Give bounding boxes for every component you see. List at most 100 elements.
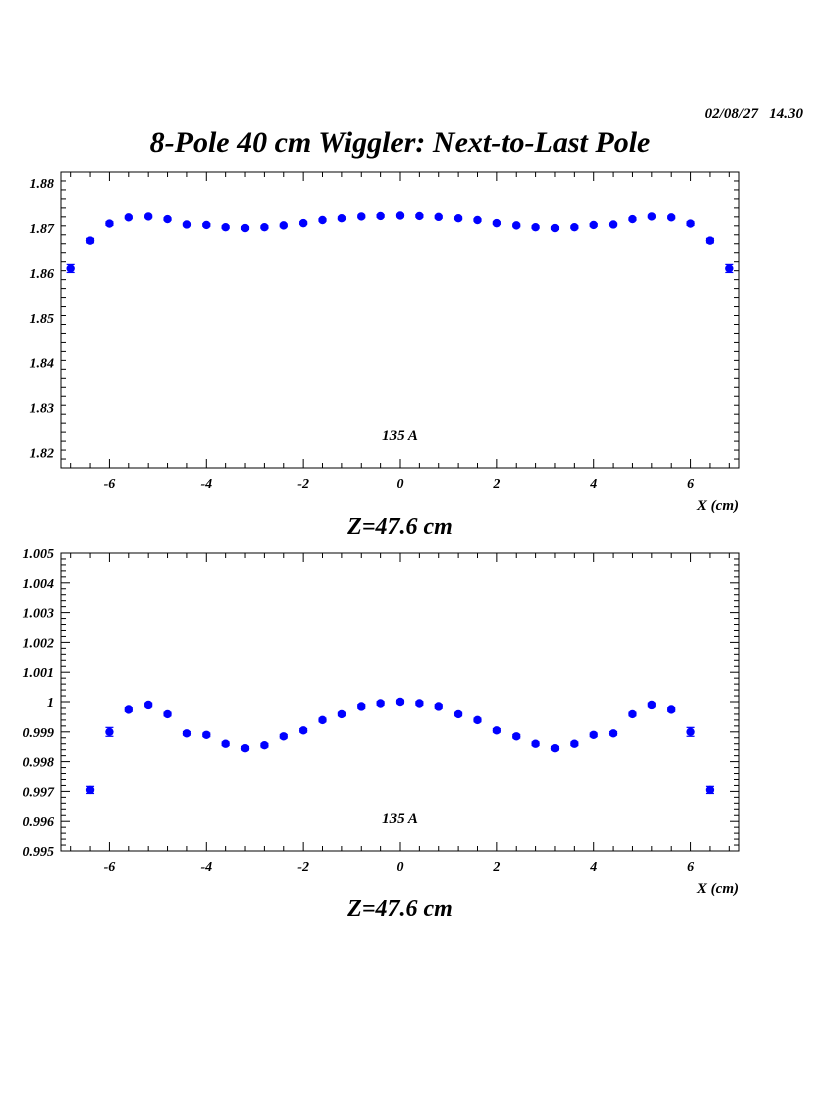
data-point bbox=[182, 729, 192, 738]
data-point bbox=[143, 212, 153, 221]
y-tick-label: 0.999 bbox=[23, 726, 55, 741]
data-point bbox=[667, 213, 676, 222]
y-tick-label: 1.83 bbox=[30, 401, 55, 416]
x-tick-label: -4 bbox=[200, 477, 212, 492]
data-marker bbox=[124, 213, 133, 222]
data-point bbox=[105, 219, 114, 228]
current-annotation: 135 A bbox=[382, 811, 418, 827]
data-marker bbox=[202, 220, 211, 230]
data-point bbox=[182, 220, 192, 229]
data-marker bbox=[725, 264, 734, 273]
data-point bbox=[570, 739, 579, 748]
data-marker bbox=[492, 218, 502, 228]
data-point bbox=[647, 700, 657, 710]
y-tick-label: 1.001 bbox=[23, 666, 55, 681]
data-point bbox=[395, 211, 405, 220]
data-point bbox=[725, 263, 734, 274]
data-point bbox=[492, 218, 502, 228]
data-marker bbox=[182, 729, 192, 738]
x-tick-label: 6 bbox=[687, 860, 694, 875]
top-scatter-plot: -6 -4 -2 0 2 4 6 1.82 1.83 1.84 1.85 1.86 1.87 1.88 X … bbox=[30, 171, 740, 514]
data-point bbox=[66, 263, 75, 274]
data-marker bbox=[647, 212, 657, 221]
data-point bbox=[473, 715, 482, 725]
x-tick-label: -6 bbox=[104, 860, 116, 875]
data-marker bbox=[570, 739, 579, 748]
x-tick-label: -4 bbox=[200, 860, 212, 875]
data-marker bbox=[357, 702, 366, 711]
data-point bbox=[589, 730, 598, 739]
data-point bbox=[337, 213, 347, 223]
data-marker bbox=[628, 709, 637, 719]
data-point bbox=[550, 223, 560, 233]
data-point bbox=[434, 702, 443, 711]
y-tick-label: 1.85 bbox=[30, 312, 55, 327]
data-marker bbox=[550, 223, 560, 233]
data-marker bbox=[395, 697, 405, 707]
data-marker bbox=[105, 219, 114, 228]
data-point bbox=[453, 213, 463, 223]
bottom-scatter-plot: -6 -4 -2 0 2 4 6 0.995 0.996 0.997 0.998 0.999 1 1.00… bbox=[23, 547, 740, 897]
data-point bbox=[608, 729, 618, 738]
data-point bbox=[240, 743, 250, 753]
data-point bbox=[589, 220, 598, 230]
data-point bbox=[298, 218, 308, 228]
x-tick-label: -6 bbox=[104, 477, 116, 492]
data-marker bbox=[453, 709, 463, 719]
data-marker bbox=[492, 726, 502, 735]
data-point bbox=[376, 211, 385, 221]
data-point bbox=[85, 785, 95, 795]
y-tick-label: 1.003 bbox=[23, 607, 55, 622]
data-marker bbox=[298, 726, 308, 735]
data-marker bbox=[337, 709, 347, 719]
data-marker bbox=[531, 739, 540, 748]
data-point bbox=[124, 705, 133, 714]
data-marker bbox=[570, 222, 579, 232]
data-marker bbox=[279, 732, 288, 741]
data-marker bbox=[124, 705, 133, 714]
data-marker bbox=[318, 715, 327, 725]
data-point bbox=[434, 212, 443, 222]
data-point bbox=[221, 222, 230, 232]
data-marker bbox=[531, 222, 540, 232]
data-marker bbox=[182, 220, 192, 229]
data-point bbox=[667, 705, 676, 714]
y-tick-label: 1.005 bbox=[23, 547, 55, 562]
y-tick-label: 1.87 bbox=[30, 222, 56, 237]
data-point bbox=[260, 222, 269, 232]
x-tick-label: -2 bbox=[297, 477, 309, 492]
data-point bbox=[163, 709, 172, 719]
data-point bbox=[628, 214, 637, 224]
data-marker bbox=[550, 743, 560, 753]
x-tick-label: 2 bbox=[492, 477, 500, 492]
data-point bbox=[550, 743, 560, 753]
y-tick-label: 0.998 bbox=[23, 756, 55, 771]
data-marker bbox=[415, 211, 424, 221]
data-marker bbox=[357, 212, 366, 221]
y-tick-label: 1 bbox=[47, 696, 54, 711]
y-tick-label: 1.84 bbox=[30, 357, 55, 372]
y-tick-label: 0.996 bbox=[23, 815, 55, 830]
data-marker bbox=[473, 215, 482, 225]
data-marker bbox=[376, 699, 385, 708]
data-point bbox=[85, 236, 95, 245]
y-tick-label: 0.995 bbox=[23, 845, 55, 860]
timestamp: 02/08/27 14.30 bbox=[704, 106, 803, 122]
data-marker bbox=[260, 741, 269, 750]
data-marker bbox=[298, 218, 308, 228]
data-marker bbox=[512, 221, 521, 230]
data-point bbox=[337, 709, 347, 719]
data-point bbox=[473, 215, 482, 225]
data-point bbox=[453, 709, 463, 719]
data-point bbox=[608, 220, 618, 229]
data-point bbox=[531, 222, 540, 232]
data-marker bbox=[143, 212, 153, 221]
data-marker bbox=[434, 212, 443, 222]
y-tick-label: 1.004 bbox=[23, 577, 55, 592]
y-tick-label: 1.88 bbox=[30, 177, 55, 192]
data-marker bbox=[240, 223, 250, 233]
data-point bbox=[221, 739, 230, 748]
y-tick-label: 1.002 bbox=[23, 636, 55, 651]
data-marker bbox=[686, 727, 695, 736]
data-point bbox=[531, 739, 540, 748]
